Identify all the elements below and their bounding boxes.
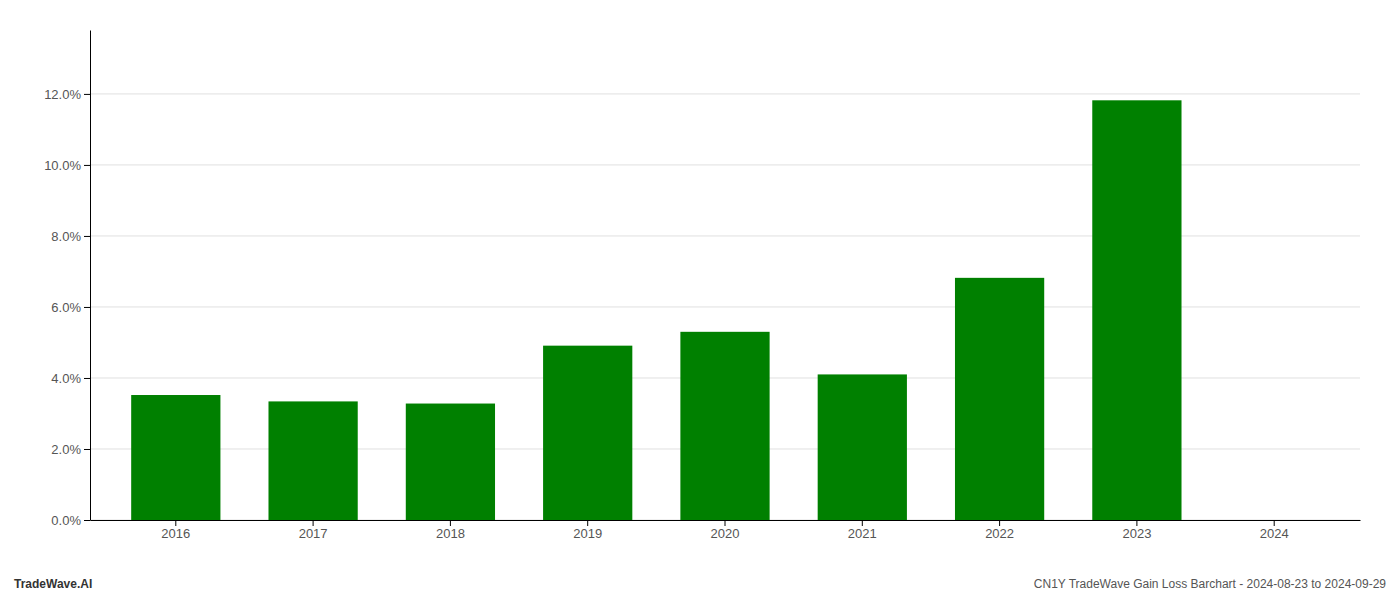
- y-tick-label: 8.0%: [51, 229, 81, 244]
- y-tick: 6.0%: [51, 300, 90, 315]
- y-tick: 2.0%: [51, 442, 90, 457]
- bar: [131, 395, 220, 520]
- plot: 2016 2017 2018 2019 2020 2021 2022 2023 2024 0.0%…: [44, 31, 1360, 542]
- y-tick: 12.0%: [44, 87, 90, 102]
- footer-right: CN1Y TradeWave Gain Loss Barchart - 2024…: [1034, 577, 1387, 591]
- x-tick-mark: [450, 520, 451, 526]
- y-tick-mark: [84, 449, 90, 450]
- x-tick: 2018: [436, 520, 465, 541]
- bar: [818, 374, 907, 520]
- x-tick-mark: [313, 520, 314, 526]
- bar: [680, 332, 769, 520]
- x-tick-label: 2023: [1122, 526, 1151, 541]
- grid: [90, 94, 1360, 520]
- y-axis-line: [90, 31, 91, 521]
- x-tick-label: 2021: [848, 526, 877, 541]
- x-tick-mark: [1136, 520, 1137, 526]
- x-tick-label: 2022: [985, 526, 1014, 541]
- y-tick-mark: [84, 236, 90, 237]
- y-tick-mark: [84, 520, 90, 521]
- bar: [406, 404, 495, 520]
- x-tick-label: 2016: [161, 526, 190, 541]
- x-tick-label: 2017: [299, 526, 328, 541]
- grid-line: [90, 93, 1360, 94]
- x-tick: 2020: [711, 520, 740, 541]
- x-tick-mark: [862, 520, 863, 526]
- x-tick: 2017: [299, 520, 328, 541]
- y-tick-label: 4.0%: [51, 371, 81, 386]
- x-tick-label: 2018: [436, 526, 465, 541]
- x-axis: 2016 2017 2018 2019 2020 2021 2022 2023 2024: [91, 520, 1361, 541]
- bar: [268, 401, 357, 520]
- x-tick-label: 2020: [711, 526, 740, 541]
- x-tick-mark: [587, 520, 588, 526]
- y-tick-mark: [84, 94, 90, 95]
- y-tick: 8.0%: [51, 229, 90, 244]
- y-tick: 10.0%: [44, 158, 90, 173]
- x-tick: 2023: [1122, 520, 1151, 541]
- y-tick-mark: [84, 165, 90, 166]
- y-tick-label: 12.0%: [44, 87, 81, 102]
- bar: [955, 278, 1044, 520]
- footer-left: TradeWave.AI: [14, 577, 92, 591]
- x-tick: 2016: [161, 520, 190, 541]
- bar: [1092, 100, 1181, 520]
- y-tick-label: 2.0%: [51, 442, 81, 457]
- x-tick-mark: [1274, 520, 1275, 526]
- x-tick: 2022: [985, 520, 1014, 541]
- y-tick: 4.0%: [51, 371, 90, 386]
- y-tick: 0.0%: [51, 513, 90, 528]
- x-tick-label: 2019: [573, 526, 602, 541]
- y-axis: 0.0% 2.0% 4.0% 6.0% 8.0% 10.0% 12.0%: [44, 31, 90, 528]
- x-tick: 2021: [848, 520, 877, 541]
- y-tick-label: 0.0%: [51, 513, 81, 528]
- chart: 2016 2017 2018 2019 2020 2021 2022 2023 2024 0.0%…: [0, 0, 1400, 600]
- bars: [131, 100, 1181, 520]
- x-tick-mark: [999, 520, 1000, 526]
- y-tick-label: 6.0%: [51, 300, 81, 315]
- y-tick-mark: [84, 307, 90, 308]
- y-tick-label: 10.0%: [44, 158, 81, 173]
- bar: [543, 346, 632, 520]
- x-tick: 2019: [573, 520, 602, 541]
- x-tick-label: 2024: [1260, 526, 1289, 541]
- x-tick-mark: [725, 520, 726, 526]
- x-tick: 2024: [1260, 520, 1289, 541]
- y-tick-mark: [84, 378, 90, 379]
- x-tick-mark: [175, 520, 176, 526]
